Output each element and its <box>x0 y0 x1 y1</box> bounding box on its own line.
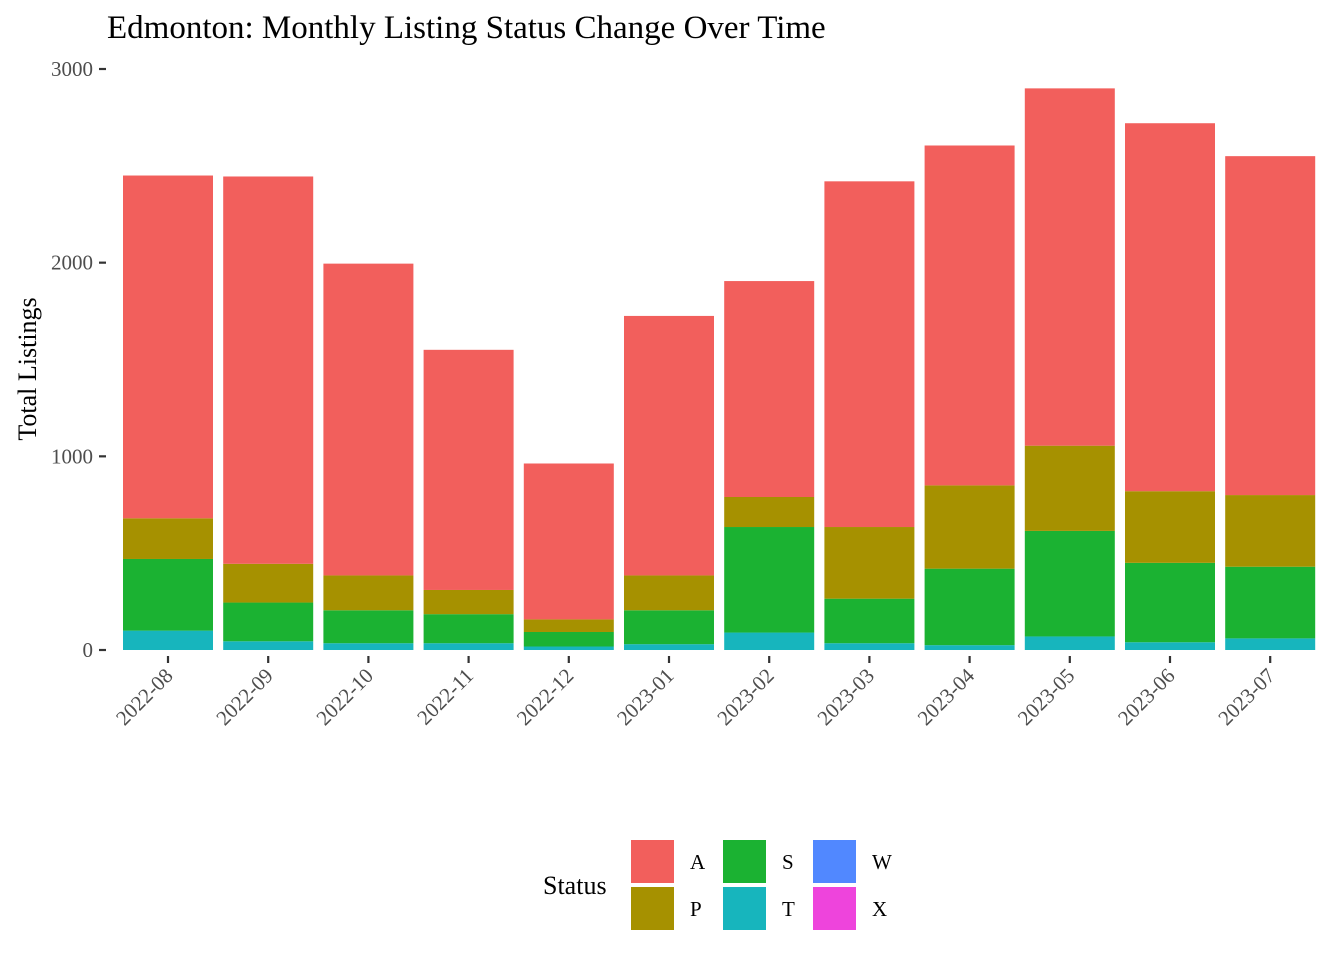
bar-segment-S-2023-05 <box>1024 530 1115 637</box>
bar-segment-A-2022-08 <box>123 175 213 519</box>
bar-stack-2023-06 <box>1125 123 1215 650</box>
legend-key-P <box>631 887 674 930</box>
legend-label-P: P <box>690 897 702 921</box>
x-tick-label: 2022-12 <box>512 664 578 730</box>
legend: Status AP ST WX <box>543 840 892 930</box>
x-tick-label: 2022-08 <box>111 664 177 730</box>
legend-key-A <box>631 840 674 883</box>
legend-label-T: T <box>782 897 795 921</box>
bar-segment-T-2023-05 <box>1024 636 1115 650</box>
bar-segment-T-2023-03 <box>824 643 915 650</box>
bar-segment-P-2022-12 <box>523 619 614 632</box>
legend-title: Status <box>543 871 607 900</box>
bar-segment-A-2022-12 <box>523 463 614 620</box>
bar-segment-A-2023-03 <box>824 181 915 528</box>
bar-segment-A-2023-06 <box>1125 123 1215 492</box>
bar-stack-2023-02 <box>724 281 815 650</box>
x-tick-label: 2022-09 <box>211 664 277 730</box>
legend-key-S <box>723 840 766 883</box>
bar-segment-A-2023-01 <box>624 315 714 576</box>
x-tick-label: 2023-02 <box>712 664 778 730</box>
y-tick-label: 0 <box>83 638 94 662</box>
x-tick-label: 2022-11 <box>412 664 478 730</box>
bar-segment-S-2023-06 <box>1125 562 1215 643</box>
bar-segment-T-2022-12 <box>523 646 614 650</box>
bar-segment-P-2023-05 <box>1024 445 1115 531</box>
bar-segment-T-2023-06 <box>1125 642 1215 650</box>
legend-label-A: A <box>690 850 706 874</box>
bar-segment-S-2022-08 <box>123 558 213 631</box>
bar-stack-2023-03 <box>824 181 915 650</box>
bar-segment-T-2023-07 <box>1225 638 1316 650</box>
bar-segment-S-2023-07 <box>1225 566 1316 639</box>
x-tick-label: 2023-03 <box>812 664 878 730</box>
bar-segment-T-2023-01 <box>624 644 714 650</box>
bar-segment-S-2023-03 <box>824 598 915 644</box>
bar-stacks <box>123 88 1316 650</box>
bar-segment-P-2023-07 <box>1225 495 1316 567</box>
bar-segment-P-2023-04 <box>924 485 1015 569</box>
bar-segment-S-2022-10 <box>323 610 414 644</box>
bar-stack-2022-10 <box>323 263 414 650</box>
bar-segment-T-2022-08 <box>123 630 213 650</box>
x-tick-label: 2022-10 <box>311 664 377 730</box>
bar-segment-A-2023-07 <box>1225 156 1316 496</box>
bar-stack-2022-11 <box>423 349 514 650</box>
bar-segment-T-2023-04 <box>924 645 1015 650</box>
bar-segment-A-2022-09 <box>223 176 314 564</box>
bar-segment-A-2022-11 <box>423 349 514 590</box>
legend-key-W <box>813 840 856 883</box>
bar-segment-S-2022-11 <box>423 614 514 644</box>
bar-segment-S-2022-12 <box>523 631 614 647</box>
bar-segment-S-2023-02 <box>724 527 815 633</box>
bar-segment-A-2023-05 <box>1024 88 1115 446</box>
bar-segment-P-2022-08 <box>123 518 213 559</box>
bar-segment-A-2023-04 <box>924 145 1015 486</box>
bar-segment-P-2022-10 <box>323 575 414 611</box>
x-tick-label: 2023-04 <box>913 663 980 730</box>
legend-label-X: X <box>872 897 887 921</box>
bar-stack-2023-04 <box>924 145 1015 650</box>
bar-segment-T-2022-09 <box>223 641 314 650</box>
bar-stack-2022-08 <box>123 175 213 650</box>
bar-segment-A-2022-10 <box>323 263 414 576</box>
y-tick-label: 1000 <box>51 444 93 468</box>
bar-segment-T-2022-11 <box>423 643 514 650</box>
bar-stack-2023-05 <box>1024 88 1115 650</box>
bar-stack-2023-01 <box>624 315 714 650</box>
x-tick-label: 2023-07 <box>1213 664 1279 730</box>
bar-segment-P-2022-11 <box>423 589 514 615</box>
x-tick-label: 2023-05 <box>1013 664 1079 730</box>
x-axis: 2022-08 2022-09 2022-10 2022-11 2022-12 2023-… <box>111 656 1280 730</box>
bar-segment-P-2023-06 <box>1125 491 1215 563</box>
bar-stack-2022-09 <box>223 176 314 650</box>
x-tick-label: 2023-01 <box>612 664 678 730</box>
bar-segment-P-2022-09 <box>223 563 314 603</box>
legend-label-W: W <box>872 850 892 874</box>
bar-segment-P-2023-03 <box>824 527 915 599</box>
legend-key-X <box>813 887 856 930</box>
bar-segment-S-2023-04 <box>924 568 1015 646</box>
bar-segment-T-2023-02 <box>724 632 815 650</box>
bar-segment-S-2022-09 <box>223 602 314 642</box>
y-axis: 0 1000 2000 3000 <box>51 57 106 662</box>
bar-segment-S-2023-01 <box>624 610 714 645</box>
legend-label-S: S <box>782 850 794 874</box>
bar-stack-2023-07 <box>1225 156 1316 650</box>
x-tick-label: 2023-06 <box>1113 664 1179 730</box>
chart-title: Edmonton: Monthly Listing Status Change … <box>107 10 826 46</box>
legend-key-T <box>723 887 766 930</box>
bar-stack-2022-12 <box>523 463 614 650</box>
y-tick-label: 3000 <box>51 57 93 81</box>
bar-segment-T-2022-10 <box>323 643 414 650</box>
bar-segment-P-2023-01 <box>624 575 714 611</box>
bar-segment-A-2023-02 <box>724 281 815 498</box>
bar-segment-P-2023-02 <box>724 497 815 528</box>
y-axis-title: Total Listings <box>13 297 42 440</box>
y-tick-label: 2000 <box>51 251 93 275</box>
